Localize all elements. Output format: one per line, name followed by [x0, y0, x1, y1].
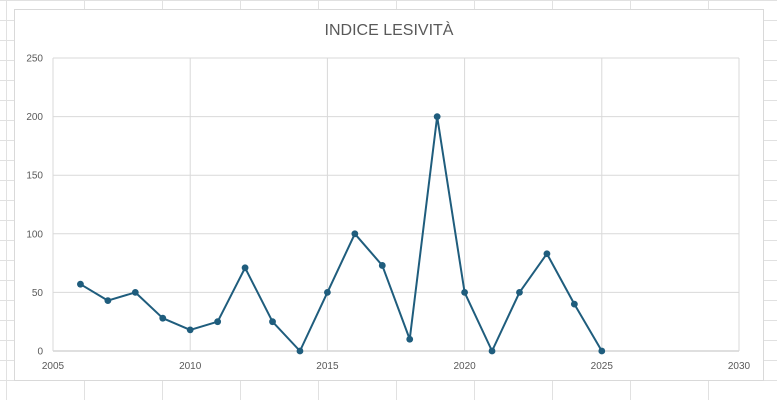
y-tick-label: 250	[26, 54, 43, 65]
data-point	[488, 347, 496, 355]
data-point	[461, 289, 468, 296]
y-tick-label: 150	[26, 171, 43, 182]
data-point	[433, 113, 441, 120]
x-tick-label: 2020	[453, 361, 476, 372]
y-tick-label: 100	[26, 229, 43, 240]
x-tick-label: 2015	[316, 361, 339, 372]
x-tick-label: 2030	[728, 361, 751, 372]
chart-title: INDICE LESIVITÀ	[324, 22, 454, 39]
x-tick-label: 2025	[591, 361, 614, 372]
data-point	[516, 289, 523, 296]
data-point	[77, 280, 84, 288]
data-series	[77, 113, 606, 355]
data-point	[131, 289, 139, 296]
data-point	[543, 250, 551, 258]
x-tick-label: 2005	[42, 361, 65, 372]
data-point	[351, 230, 359, 238]
data-point	[269, 318, 276, 326]
y-tick-label: 200	[26, 112, 43, 123]
data-point	[598, 347, 606, 355]
data-point	[324, 289, 331, 296]
y-tick-label: 0	[37, 347, 43, 358]
data-point	[159, 314, 167, 322]
data-point	[104, 297, 112, 305]
data-point	[241, 264, 249, 272]
gridlines	[52, 57, 740, 352]
x-tick-label: 2010	[179, 361, 202, 372]
data-point	[378, 262, 386, 269]
data-point	[406, 335, 414, 343]
chart-container[interactable]: INDICE LESIVITÀ 0 50 100 150 200 250 2005 2010 2…	[14, 9, 764, 381]
data-point	[214, 318, 222, 326]
axes: 0 50 100 150 200 250 2005 2010 2015 2020 2025 2030	[26, 54, 750, 373]
data-point	[296, 347, 304, 355]
chart-plot: 0 50 100 150 200 250 2005 2010 2015 2020 2025 2030	[26, 54, 750, 373]
series-line	[79, 115, 603, 352]
data-point	[570, 300, 578, 308]
data-point	[186, 326, 194, 334]
y-tick-label: 50	[32, 288, 44, 299]
